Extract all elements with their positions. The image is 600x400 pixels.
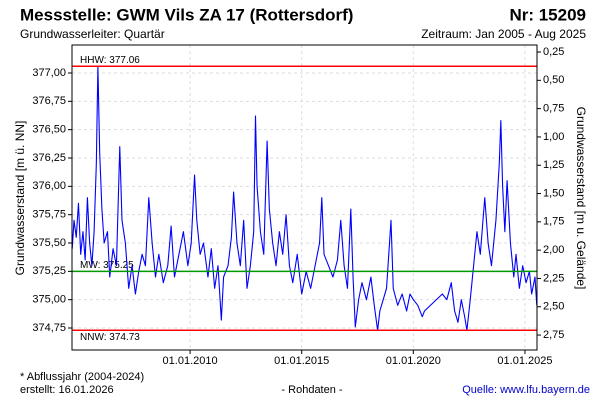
- chart-title: Messstelle: GWM Vils ZA 17 (Rottersdorf): [20, 5, 353, 24]
- y2-tick-label: 0,50: [543, 74, 564, 86]
- y-tick-label: 374,75: [32, 322, 66, 334]
- y-tick-label: 376,75: [32, 95, 66, 107]
- y-tick-label: 376,25: [32, 152, 66, 164]
- y2-tick-label: 1,00: [543, 131, 564, 143]
- y-tick-label: 375,75: [32, 209, 66, 221]
- y2-tick-label: 2,00: [543, 244, 564, 256]
- y2-tick-label: 2,25: [543, 272, 564, 284]
- y-tick-label: 375,50: [32, 237, 66, 249]
- y2-tick-label: 2,75: [543, 329, 564, 341]
- subtitle: Grundwasserleiter: Quartär: [20, 27, 165, 41]
- y-tick-label: 376,50: [32, 124, 66, 136]
- y-tick-label: 375,00: [32, 294, 66, 306]
- y-tick-label: 377,00: [32, 67, 66, 79]
- x-tick-label: 01.01.2010: [163, 355, 218, 367]
- reference-label: MW: 375.25: [80, 260, 134, 271]
- y2-tick-label: 1,50: [543, 187, 564, 199]
- footnote: * Abflussjahr (2004-2024): [20, 371, 144, 383]
- y2-tick-label: 0,25: [543, 46, 564, 58]
- reference-label: NNW: 374.73: [80, 332, 140, 343]
- y-axis-title: Grundwasserstand [m ü. NN]: [13, 121, 27, 276]
- x-tick-label: 01.01.2015: [274, 355, 329, 367]
- y2-tick-label: 1,75: [543, 216, 564, 228]
- reference-label: HHW: 377.06: [80, 55, 140, 66]
- y2-tick-label: 1,25: [543, 159, 564, 171]
- data-line: [71, 65, 538, 331]
- y2-tick-label: 2,50: [543, 301, 564, 313]
- x-tick-label: 01.01.2025: [497, 355, 552, 367]
- source: Quelle: www.lfu.bayern.de: [462, 384, 590, 396]
- plot-frame: [71, 44, 538, 351]
- data-kind: - Rohdaten -: [281, 384, 342, 396]
- y-tick-label: 376,00: [32, 180, 66, 192]
- created-date: erstellt: 16.01.2026: [20, 384, 114, 396]
- y-tick-label: 375,25: [32, 265, 66, 277]
- y2-tick-label: 0,75: [543, 103, 564, 115]
- station-number: Nr: 15209: [509, 5, 586, 24]
- x-tick-label: 01.01.2020: [386, 355, 441, 367]
- y2-axis-title: Grundwasserstand [m u. Gelände]: [574, 107, 588, 290]
- period: Zeitraum: Jan 2005 - Aug 2025: [421, 27, 586, 41]
